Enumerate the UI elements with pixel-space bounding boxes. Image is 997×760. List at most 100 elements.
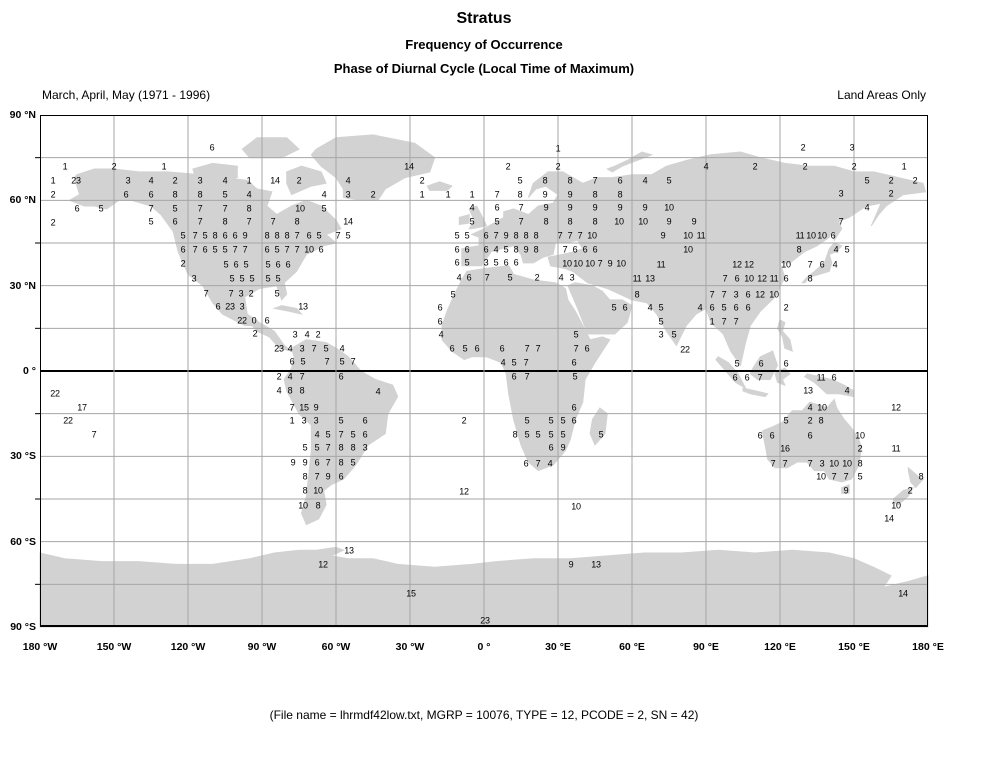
grid-value: 10 <box>781 259 791 270</box>
grid-value: 1 <box>289 415 295 426</box>
grid-value: 8 <box>172 189 178 200</box>
grid-value: 10 <box>585 258 595 269</box>
grid-value: 5 <box>783 415 789 426</box>
grid-value: 1 <box>709 316 715 327</box>
grid-value: 11 <box>696 230 706 241</box>
grid-value: 2 <box>172 175 178 186</box>
grid-value: 10 <box>614 216 624 227</box>
grid-value: 9 <box>313 402 319 413</box>
grid-value: 5 <box>314 442 320 453</box>
grid-value: 8 <box>807 273 813 284</box>
grid-value: 6 <box>483 244 489 255</box>
grid-value: 6 <box>831 372 837 383</box>
grid-value: 8 <box>338 457 344 468</box>
grid-value: 6 <box>819 259 825 270</box>
grid-value: 8 <box>513 244 519 255</box>
land-polygon <box>606 151 654 173</box>
grid-value: 8 <box>543 216 549 227</box>
grid-value: 5 <box>462 343 468 354</box>
grid-value: 8 <box>857 458 863 469</box>
grid-value: 7 <box>709 289 715 300</box>
land-polygon <box>426 181 453 191</box>
grid-value: 6 <box>362 415 368 426</box>
grid-value: 3 <box>819 458 825 469</box>
land-polygon <box>749 350 779 380</box>
grid-value: 6 <box>499 343 505 354</box>
grid-value: 6 <box>437 316 443 327</box>
grid-value: 5 <box>323 343 329 354</box>
subtitle-frequency: Frequency of Occurrence <box>405 37 563 52</box>
grid-value: 7 <box>299 371 305 382</box>
grid-value: 7 <box>232 244 238 255</box>
grid-value: 8 <box>523 230 529 241</box>
file-info-caption: (File name = lhrmdf42low.txt, MGRP = 100… <box>269 708 699 722</box>
grid-value: 9 <box>567 189 573 200</box>
land-polygon <box>272 305 303 315</box>
land-polygon <box>774 367 791 387</box>
grid-value: 7 <box>91 429 97 440</box>
grid-value: 5 <box>844 244 850 255</box>
grid-value: 5 <box>464 257 470 268</box>
grid-value: 12 <box>459 486 469 497</box>
grid-value: 4 <box>246 189 252 200</box>
grid-value: 7 <box>148 203 154 214</box>
grid-value: 6 <box>757 430 763 441</box>
grid-value: 8 <box>533 244 539 255</box>
grid-value: 11 <box>816 372 826 383</box>
grid-value: 2 <box>752 161 758 172</box>
grid-value: 3 <box>299 343 305 354</box>
grid-value: 3 <box>313 415 319 426</box>
land-polygon <box>468 205 488 230</box>
grid-value: 9 <box>843 485 849 496</box>
grid-value: 15 <box>406 588 416 599</box>
grid-value: 2 <box>912 175 918 186</box>
grid-value: 4 <box>345 175 351 186</box>
grid-value: 22 <box>237 315 247 326</box>
grid-value: 7 <box>597 258 603 269</box>
land-polygon <box>893 486 915 506</box>
grid-value: 5 <box>98 203 104 214</box>
grid-value: 5 <box>180 230 186 241</box>
grid-value: 11 <box>891 443 901 454</box>
world-map-silhouette <box>35 115 929 628</box>
grid-value: 6 <box>830 230 836 241</box>
grid-value: 1 <box>246 175 252 186</box>
grid-value: 7 <box>222 203 228 214</box>
grid-value: 10 <box>616 258 626 269</box>
grid-value: 5 <box>222 244 228 255</box>
grid-value: 10 <box>638 216 648 227</box>
grid-value: 7 <box>270 216 276 227</box>
grid-value: 9 <box>691 216 697 227</box>
grid-value: 10 <box>664 202 674 213</box>
grid-value: 6 <box>744 372 750 383</box>
grid-value: 7 <box>228 288 234 299</box>
grid-value: 9 <box>242 230 248 241</box>
grid-value: 5 <box>202 230 208 241</box>
grid-value: 4 <box>697 302 703 313</box>
grid-value: 4 <box>703 161 709 172</box>
grid-value: 4 <box>833 244 839 255</box>
grid-value: 6 <box>745 289 751 300</box>
grid-value: 6 <box>513 257 519 268</box>
lat-axis-label: 60 °N <box>9 194 36 207</box>
grid-value: 2 <box>252 328 258 339</box>
grid-value: 9 <box>568 559 574 570</box>
grid-value: 4 <box>304 329 310 340</box>
grid-value: 6 <box>202 244 208 255</box>
grid-value: 8 <box>246 203 252 214</box>
grid-value: 10 <box>587 230 597 241</box>
grid-value: 5 <box>507 272 513 283</box>
grid-value: 12 <box>318 559 328 570</box>
grid-value: 6 <box>503 257 509 268</box>
grid-value: 6 <box>233 259 239 270</box>
grid-value: 7 <box>246 216 252 227</box>
grid-value: 7 <box>493 230 499 241</box>
grid-value: 6 <box>732 372 738 383</box>
grid-value: 9 <box>290 457 296 468</box>
grid-value: 5 <box>494 216 500 227</box>
grid-value: 8 <box>222 216 228 227</box>
grid-value: 7 <box>557 230 563 241</box>
grid-value: 5 <box>503 244 509 255</box>
grid-value: 3 <box>197 175 203 186</box>
grid-value: 6 <box>582 244 588 255</box>
